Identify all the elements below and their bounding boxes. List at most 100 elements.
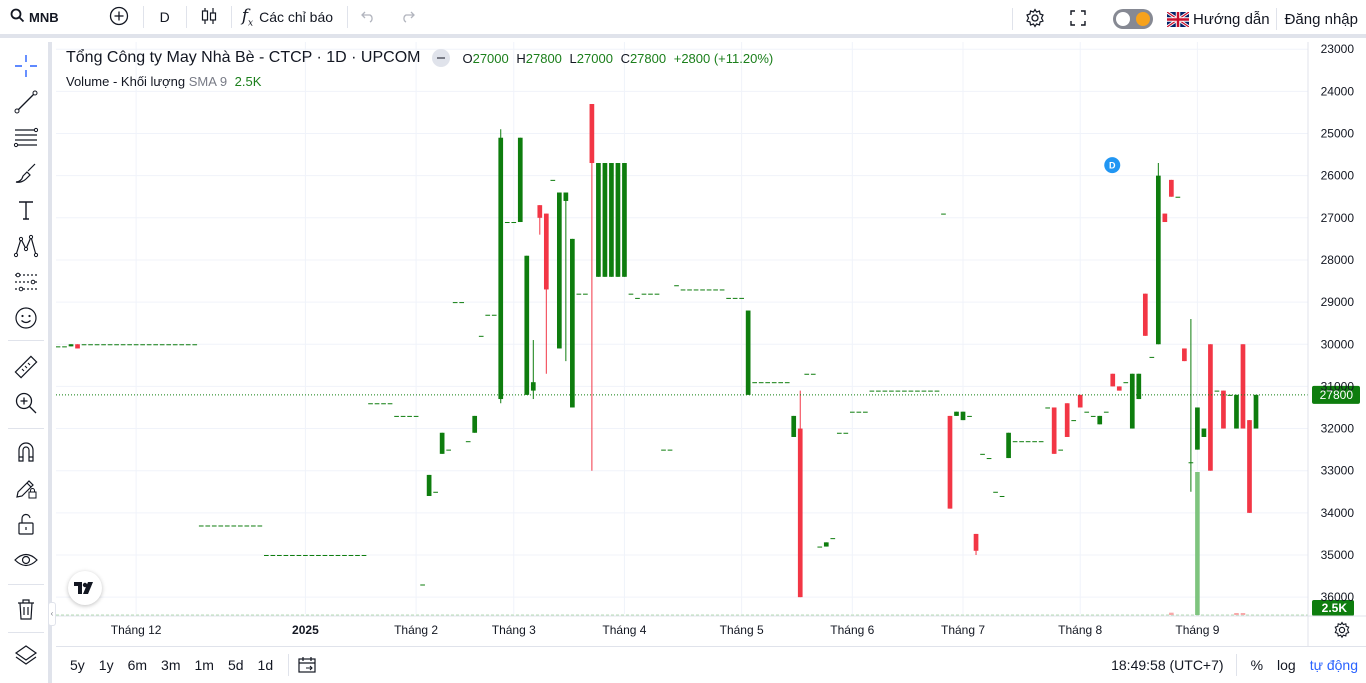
candle-body — [1058, 449, 1064, 451]
guide-link[interactable]: Hướng dẫn — [1161, 0, 1276, 38]
candle — [179, 344, 185, 346]
collapse-legend-icon[interactable] — [432, 49, 451, 67]
goto-date-button[interactable] — [297, 656, 317, 674]
candle-body — [1201, 428, 1207, 437]
candle — [543, 213, 549, 374]
fullscreen-button[interactable] — [1057, 0, 1099, 38]
lock-drawings-tool[interactable] — [12, 510, 40, 538]
redo-button[interactable] — [388, 0, 428, 36]
candle — [394, 415, 399, 417]
chart-type-button[interactable] — [187, 0, 231, 36]
candle-body — [1103, 411, 1109, 413]
scale-handle[interactable]: ‹ — [48, 602, 56, 626]
crosshair-tool[interactable] — [12, 52, 40, 80]
range-1y[interactable]: 1y — [98, 657, 114, 673]
candle-body — [1182, 348, 1187, 362]
candle — [127, 344, 132, 346]
compare-button[interactable] — [69, 0, 143, 36]
candle-body — [1097, 415, 1103, 425]
candle-body — [107, 344, 113, 346]
range-5d[interactable]: 5d — [227, 657, 244, 673]
brush-tool[interactable] — [12, 160, 40, 188]
undo-button[interactable] — [348, 0, 388, 36]
candle — [250, 525, 256, 527]
candle-body — [133, 344, 139, 346]
stay-in-drawing-tool[interactable] — [12, 474, 40, 502]
price-tick-label: 24000 — [1321, 84, 1355, 98]
dividend-marker — [1104, 157, 1121, 174]
candle — [316, 554, 321, 556]
candle-body — [511, 222, 517, 224]
candle — [693, 289, 699, 291]
symbol-search[interactable]: MNB — [0, 0, 69, 36]
pattern-tool[interactable] — [12, 232, 40, 260]
candle — [635, 297, 640, 299]
object-tree-tool[interactable] — [12, 642, 40, 670]
candle — [81, 344, 87, 346]
indicators-button[interactable]: fx Các chỉ báo — [232, 0, 343, 36]
candle — [680, 289, 686, 291]
magnet-tool[interactable] — [12, 438, 40, 466]
legend-title[interactable]: Tổng Công ty May Nhà Bè - CTCP · 1D · UP… — [66, 49, 421, 66]
log-toggle[interactable]: log — [1277, 657, 1296, 673]
price-tick-label: 28000 — [1321, 253, 1355, 267]
chart-pane[interactable]: 27800 2.5K D 36000 35000 34000 33000 32000 3100… — [48, 42, 1366, 683]
time-axis-settings[interactable] — [1332, 620, 1352, 640]
candle — [511, 222, 517, 224]
range-1m[interactable]: 1m — [194, 657, 214, 673]
volume-label[interactable]: Volume - Khối lượng — [66, 74, 186, 89]
candle — [836, 432, 842, 434]
candle — [420, 584, 425, 586]
candle — [928, 390, 933, 392]
tradingview-logo[interactable] — [68, 571, 102, 605]
trendline-tool[interactable] — [12, 88, 40, 116]
candle — [1182, 348, 1187, 362]
candle — [563, 192, 569, 362]
range-3m[interactable]: 3m — [161, 657, 181, 673]
candle-body — [797, 428, 803, 598]
candle-body — [381, 403, 386, 405]
candle-body — [1071, 420, 1077, 422]
settings-button[interactable] — [1013, 0, 1057, 38]
candle — [381, 403, 386, 405]
login-button[interactable]: Đăng nhập — [1284, 10, 1358, 28]
candle-body — [303, 554, 308, 556]
text-icon — [19, 201, 33, 220]
fullscreen-icon — [1069, 9, 1087, 30]
candle — [667, 449, 673, 451]
percent-toggle[interactable]: % — [1250, 657, 1264, 673]
text-tool[interactable] — [12, 196, 40, 224]
candle-body — [550, 179, 556, 181]
theme-toggle[interactable] — [1099, 0, 1161, 38]
candle — [407, 415, 412, 417]
interval-button[interactable]: D — [159, 9, 170, 25]
candle-body — [856, 411, 862, 413]
candle — [530, 340, 536, 400]
candle-body — [309, 554, 315, 556]
candle — [700, 289, 705, 291]
auto-toggle[interactable]: tự động — [1309, 657, 1358, 673]
range-6m[interactable]: 6m — [127, 657, 148, 673]
time-tick-label: Tháng 6 — [830, 623, 874, 637]
candle — [374, 403, 380, 405]
prediction-tool[interactable] — [12, 268, 40, 296]
hide-drawings-tool[interactable] — [12, 546, 40, 574]
remove-drawings-tool[interactable] — [12, 595, 40, 623]
candle-body — [563, 192, 569, 201]
candle-body — [88, 344, 93, 346]
price-chart[interactable]: 27800 2.5K D 36000 35000 34000 33000 32000 3100… — [56, 42, 1366, 646]
fib-tool[interactable] — [12, 124, 40, 152]
candle-body — [498, 137, 504, 400]
candle-body — [745, 310, 751, 395]
candle — [771, 382, 777, 384]
range-5y[interactable]: 5y — [70, 657, 85, 673]
clock[interactable]: 18:49:58 (UTC+7) — [1111, 657, 1224, 673]
candle — [609, 163, 614, 277]
candle-body — [413, 415, 419, 417]
candle-body — [120, 344, 126, 346]
range-1d[interactable]: 1d — [257, 657, 274, 673]
icon-tool[interactable] — [12, 304, 40, 332]
candle-body — [335, 554, 341, 556]
zoom-tool[interactable] — [12, 389, 40, 417]
measure-tool[interactable] — [12, 353, 40, 381]
